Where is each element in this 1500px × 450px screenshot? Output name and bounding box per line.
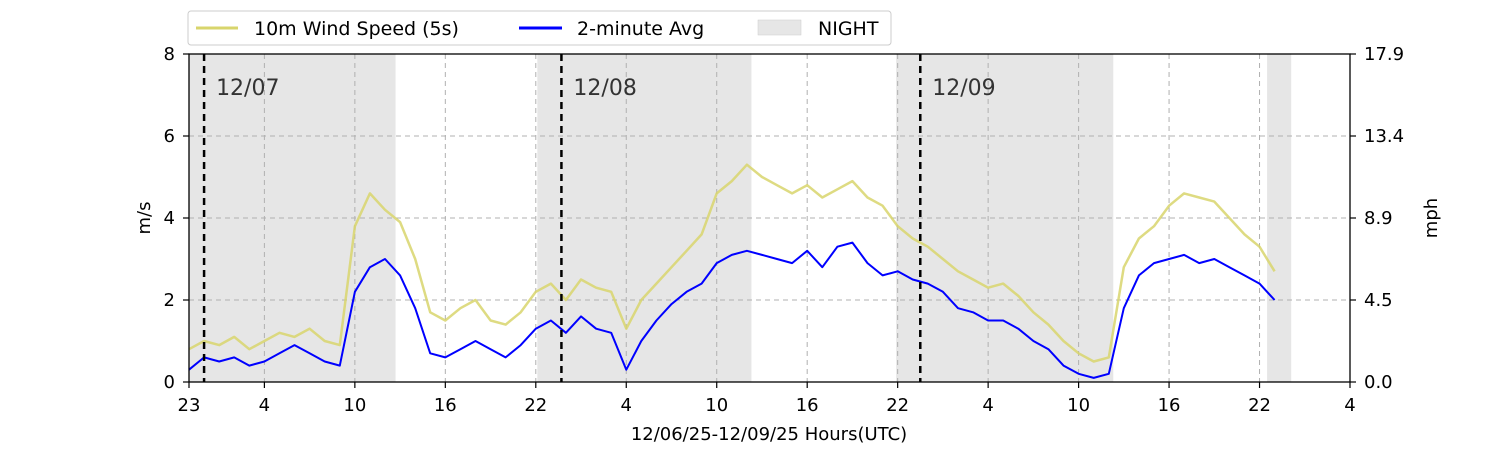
- legend-night-swatch: [757, 19, 802, 36]
- x-tick-label: 16: [434, 395, 457, 416]
- legend-night-label: NIGHT: [818, 18, 879, 40]
- x-tick-label: 10: [705, 395, 728, 416]
- date-marker-label: 12/07: [216, 76, 279, 101]
- x-axis-title: 12/06/25-12/09/25 Hours(UTC): [631, 424, 907, 445]
- y-left-tick-label: 4: [164, 208, 175, 229]
- x-tick-label: 4: [982, 395, 993, 416]
- axis-ticks: 23 4 10 16 22 4 10 16 22 4 10 16 22 4 0 2 4 6 8 0.0 4.5 8.9 13…: [164, 44, 1405, 416]
- x-tick-label: 22: [524, 395, 547, 416]
- x-tick-label: 23: [178, 395, 201, 416]
- x-tick-label: 4: [1344, 395, 1355, 416]
- y-right-tick-label: 13.4: [1364, 126, 1404, 147]
- x-tick-label: 16: [796, 395, 819, 416]
- x-tick-label: 4: [259, 395, 270, 416]
- gridlines: [189, 54, 1350, 382]
- date-marker-label: 12/08: [573, 76, 636, 101]
- y-right-tick-label: 17.9: [1364, 44, 1404, 65]
- x-tick-label: 4: [621, 395, 632, 416]
- x-tick-label: 10: [343, 395, 366, 416]
- y-left-tick-label: 8: [164, 44, 175, 65]
- series-line-2min-avg: [188, 241, 1276, 379]
- y-left-tick-label: 6: [164, 126, 175, 147]
- y-left-tick-label: 0: [164, 372, 175, 393]
- legend-avg-label: 2-minute Avg: [577, 18, 704, 40]
- y-right-tick-label: 0.0: [1364, 372, 1393, 393]
- y-left-tick-label: 2: [164, 290, 175, 311]
- series-layer: [188, 163, 1276, 379]
- y-right-tick-label: 8.9: [1364, 208, 1393, 229]
- night-band-2: [896, 54, 1114, 382]
- x-tick-label: 22: [886, 395, 909, 416]
- x-tick-label: 10: [1067, 395, 1090, 416]
- series-line-wind-speed: [188, 163, 1276, 363]
- date-marker-label: 12/09: [932, 76, 995, 101]
- legend: 10m Wind Speed (5s) 2-minute Avg NIGHT: [187, 10, 892, 46]
- date-markers: 12/07 12/08 12/09: [202, 54, 996, 382]
- x-tick-label: 16: [1158, 395, 1181, 416]
- y-right-tick-label: 4.5: [1364, 290, 1393, 311]
- x-tick-label: 22: [1248, 395, 1271, 416]
- y-axis-left-title: m/s: [134, 202, 155, 235]
- legend-wind-label: 10m Wind Speed (5s): [254, 18, 459, 40]
- y-axis-right-title: mph: [1421, 198, 1442, 238]
